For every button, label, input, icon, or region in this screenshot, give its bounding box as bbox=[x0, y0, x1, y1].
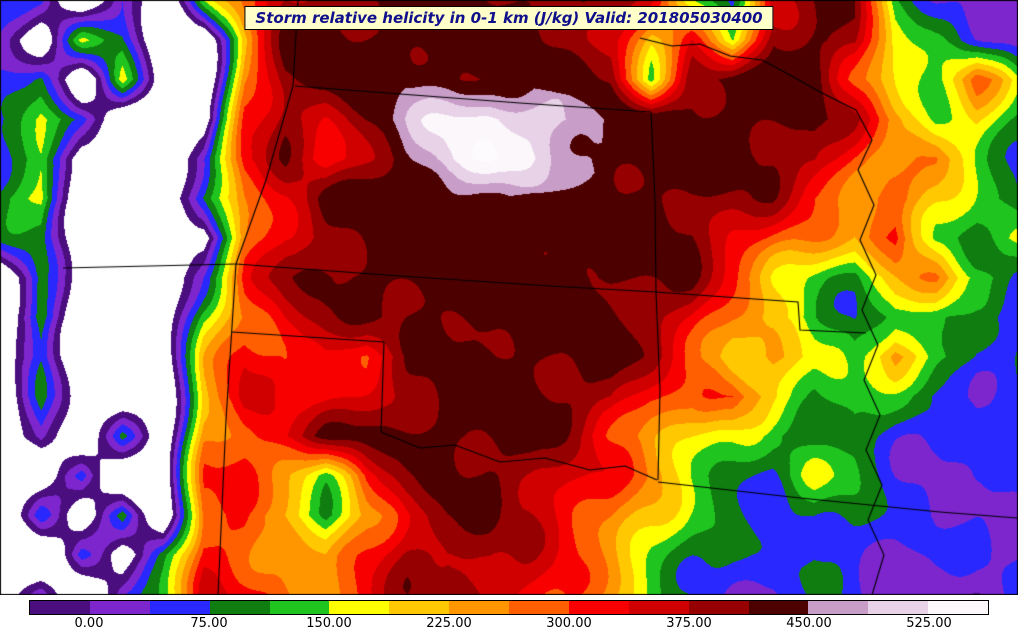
colorbar-segment bbox=[688, 601, 749, 614]
colorbar-segment bbox=[628, 601, 689, 614]
colorbar-segment bbox=[269, 601, 330, 614]
colorbar-labels: 0.00 75.00 150.00 225.00 300.00 375.00 450.00 5… bbox=[29, 616, 989, 633]
colorbar-segment bbox=[748, 601, 809, 614]
colorbar-segment bbox=[89, 601, 150, 614]
colorbar-segment bbox=[868, 601, 929, 614]
colorbar-segment bbox=[568, 601, 629, 614]
map-title-box: Storm relative helicity in 0-1 km (J/kg)… bbox=[244, 6, 774, 30]
colorbar-segment bbox=[149, 601, 210, 614]
map-title: Storm relative helicity in 0-1 km (J/kg)… bbox=[255, 9, 763, 27]
colorbar-tick-label: 0.00 bbox=[74, 616, 104, 631]
colorbar-segment bbox=[329, 601, 390, 614]
colorbar-segment bbox=[389, 601, 450, 614]
colorbar-segment bbox=[30, 601, 90, 614]
colorbar-tick-label: 75.00 bbox=[190, 616, 228, 631]
colorbar-segment bbox=[928, 601, 988, 614]
colorbar-segment bbox=[209, 601, 270, 614]
colorbar bbox=[29, 600, 989, 615]
colorbar-tick-label: 375.00 bbox=[666, 616, 712, 631]
colorbar-segment bbox=[449, 601, 509, 614]
helicity-heatmap-canvas bbox=[0, 0, 1018, 595]
colorbar-tick-label: 225.00 bbox=[426, 616, 472, 631]
colorbar-tick-label: 300.00 bbox=[546, 616, 592, 631]
colorbar-tick-label: 450.00 bbox=[786, 616, 832, 631]
colorbar-segment bbox=[808, 601, 869, 614]
colorbar-tick-label: 150.00 bbox=[306, 616, 352, 631]
colorbar-tick-label: 525.00 bbox=[906, 616, 952, 631]
colorbar-segment bbox=[509, 601, 569, 614]
